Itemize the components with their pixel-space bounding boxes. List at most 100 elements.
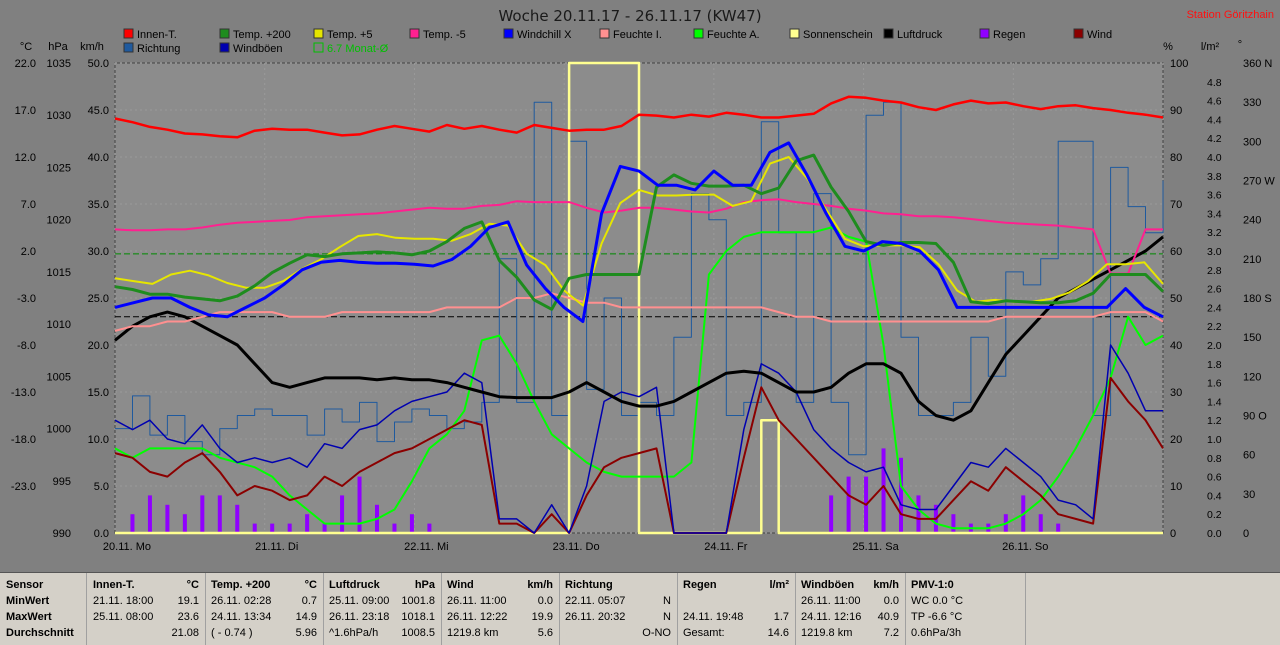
- stats-table: Sensor MinWert MaxWert Durchschnitt Innen-T.…: [0, 572, 1280, 645]
- temp-tick-label: 17.0: [15, 105, 36, 117]
- legend-swatch: [219, 42, 230, 53]
- table-column: Windböen km/h 26.11. 11:00 0.0 24.11. 12:16 4…: [795, 573, 906, 645]
- cell-left: Regen: [683, 579, 717, 591]
- deg-tick-label: 150: [1243, 332, 1261, 344]
- cell-right: 40.9: [877, 611, 899, 623]
- temp-tick-label: 12.0: [15, 152, 36, 164]
- table-cell: O-NO: [565, 625, 671, 641]
- rain-bar: [200, 495, 205, 533]
- pct-tick-label: 60: [1170, 246, 1182, 258]
- legend-label: Richtung: [137, 43, 180, 55]
- table-cell: 26.11. 11:00 0.0: [801, 593, 899, 609]
- table-column-header: Luftdruck hPa: [329, 577, 435, 593]
- table-cell: 26.11. 02:28 0.7: [211, 593, 317, 609]
- legend-swatch: [123, 42, 134, 53]
- rain-bar: [340, 495, 345, 533]
- table-cell: 21.11. 18:00 19.1: [93, 593, 199, 609]
- legend-swatch: [1073, 28, 1084, 39]
- table-cell: 24.11. 19:48 1.7: [683, 609, 789, 625]
- table-column: Regen l/m² 24.11. 19:48 1.7 Gesamt: 14.6: [677, 573, 796, 645]
- cell-right: km/h: [873, 579, 899, 591]
- rain-tick-label: 1.8: [1207, 359, 1222, 371]
- unit-label: km/h: [80, 41, 104, 53]
- legend-swatch: [219, 28, 230, 39]
- cell-left: TP -6.6 °C: [911, 611, 963, 623]
- table-cell: 26.11. 23:18 1018.1: [329, 609, 435, 625]
- rain-bar: [829, 495, 834, 533]
- cell-right: l/m²: [769, 579, 789, 591]
- rain-bar: [322, 523, 327, 533]
- x-tick-label: 21.11. Di: [255, 541, 298, 553]
- unit-label: l/m²: [1201, 41, 1220, 53]
- table-column: Wind km/h 26.11. 11:00 0.0 26.11. 12:22 19.9 1…: [441, 573, 560, 645]
- legend-swatch: [789, 28, 800, 39]
- series-windchill: [114, 141, 1164, 323]
- deg-tick-label: 210: [1243, 254, 1261, 266]
- legend-label: Innen-T.: [137, 29, 177, 41]
- station-name: Station Göritzhain: [1187, 9, 1274, 21]
- chart-title: Woche 20.11.17 - 26.11.17 (KW47): [498, 7, 761, 25]
- legend-label: Sonnenschein: [803, 29, 873, 41]
- cell-left: 25.11. 09:00: [329, 595, 390, 607]
- cell-right: 5.96: [295, 627, 317, 639]
- deg-tick-label: 60: [1243, 450, 1255, 462]
- series-feuchteI: [114, 292, 1164, 332]
- rain-tick-label: 2.4: [1207, 302, 1222, 314]
- cell-right: 5.6: [537, 627, 553, 639]
- rain-bar: [916, 495, 921, 533]
- unit-label: hPa: [48, 41, 68, 53]
- table-column-header: Regen l/m²: [683, 577, 789, 593]
- cell-left: ( - 0.74 ): [211, 627, 253, 639]
- table-cell: ^1.6hPa/h 1008.5: [329, 625, 435, 641]
- rain-bar: [846, 476, 851, 533]
- cell-left: 26.11. 20:32: [565, 611, 626, 623]
- rain-tick-label: 3.4: [1207, 208, 1222, 220]
- cell-left: Windböen: [801, 579, 855, 591]
- table-cell: ( - 0.74 ) 5.96: [211, 625, 317, 641]
- rain-tick-label: 2.6: [1207, 284, 1222, 296]
- cell-left: 24.11. 12:16: [801, 611, 862, 623]
- table-cell: 1219.8 km 7.2: [801, 625, 899, 641]
- kmh-tick-label: 10.0: [88, 434, 109, 446]
- legend-label: Feuchte I.: [613, 29, 662, 41]
- deg-tick-label: 90 O: [1243, 411, 1267, 423]
- table-row-label: Durchschnitt: [6, 627, 74, 639]
- table-column: Temp. +200 °C 26.11. 02:28 0.7 24.11. 13:34 1…: [205, 573, 324, 645]
- deg-tick-label: 300: [1243, 136, 1261, 148]
- rain-tick-label: 0.0: [1207, 528, 1222, 540]
- table-cell: 22.11. 05:07 N: [565, 593, 671, 609]
- legend-label: Temp. +200: [233, 29, 291, 41]
- legend-label: Feuchte A.: [707, 29, 760, 41]
- hpa-tick-label: 1005: [47, 371, 71, 383]
- rain-tick-label: 1.0: [1207, 434, 1222, 446]
- legend-label: Temp. +5: [327, 29, 373, 41]
- cell-right: N: [663, 595, 671, 607]
- kmh-tick-label: 30.0: [88, 246, 109, 258]
- table-cell: 26.11. 12:22 19.9: [447, 609, 553, 625]
- cell-right: 0.0: [883, 595, 899, 607]
- cell-right: °C: [186, 579, 199, 591]
- rain-tick-label: 4.0: [1207, 152, 1222, 164]
- temp-tick-label: 2.0: [21, 246, 36, 258]
- table-row-labels: Sensor MinWert MaxWert Durchschnitt: [0, 573, 87, 645]
- table-column: PMV-1:0 WC 0.0 °C TP -6.6 °C 0.6hPa/3h: [905, 573, 1026, 645]
- axes: 22.0 17.0 12.0 7.0 2.0 -3.0 -8.0 -13.0 -18.0 -23.…: [11, 58, 1275, 540]
- table-cell: WC 0.0 °C: [911, 593, 1019, 609]
- table-column-header: Temp. +200 °C: [211, 577, 317, 593]
- rain-tick-label: 4.2: [1207, 133, 1222, 145]
- cell-left: Temp. +200: [211, 579, 271, 591]
- series-luftdruck: [114, 235, 1164, 422]
- cell-right: °C: [304, 579, 317, 591]
- legend-label: Regen: [993, 29, 1025, 41]
- cell-right: 0.7: [301, 595, 317, 607]
- legend-swatch: [409, 28, 420, 39]
- pct-tick-label: 20: [1170, 434, 1182, 446]
- table-column-header: Innen-T. °C: [93, 577, 199, 593]
- table-cell: 25.11. 09:00 1001.8: [329, 593, 435, 609]
- rain-bar: [305, 514, 310, 533]
- hpa-tick-label: 1030: [47, 110, 71, 122]
- rain-bar: [217, 495, 222, 533]
- series-inner: [114, 95, 1164, 139]
- pct-tick-label: 30: [1170, 387, 1182, 399]
- rain-tick-label: 0.2: [1207, 509, 1222, 521]
